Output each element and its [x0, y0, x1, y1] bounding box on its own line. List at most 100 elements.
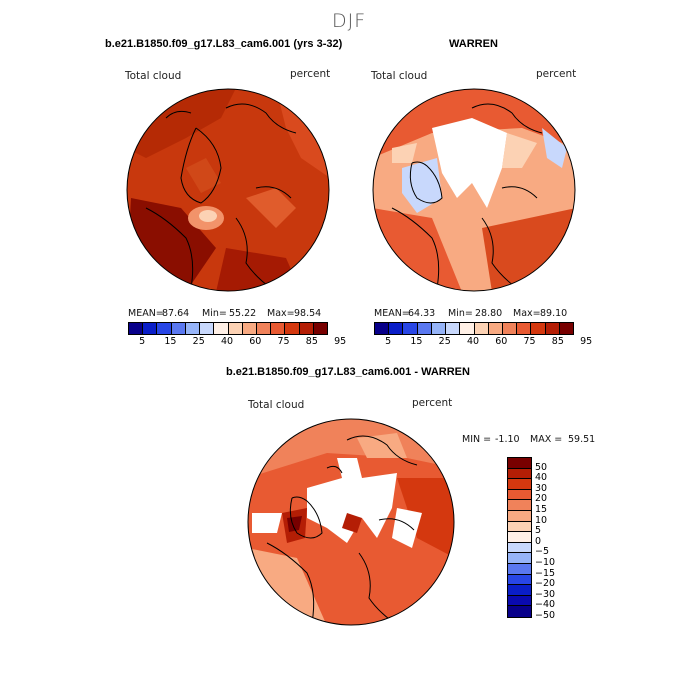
panel3-max-label: MAX =: [530, 434, 563, 445]
colorbar-cell: [508, 606, 531, 617]
colorbar-cell: [508, 458, 531, 469]
colorbar-tick-label: 25: [438, 336, 451, 347]
colorbar-cell: [403, 323, 418, 334]
panel3-min-label: MIN =: [462, 434, 492, 445]
colorbar-cell: [431, 323, 447, 334]
colorbar-cell: [488, 323, 503, 334]
colorbar-tick-label: 15: [164, 336, 177, 347]
panel3-units-label: percent: [412, 397, 453, 409]
panel1-units-label: percent: [290, 68, 331, 80]
colorbar-tick-label: 5: [535, 525, 542, 537]
colorbar-tick-label: 95: [580, 336, 593, 347]
colorbar-cell: [508, 489, 531, 501]
colorbar-cell: [559, 323, 574, 334]
panel1-title: b.e21.B1850.f09_g17.L83_cam6.001 (yrs 3-…: [105, 38, 343, 50]
colorbar-tick-label: 40: [466, 336, 480, 347]
colorbar-tick-label: 40: [535, 472, 548, 484]
panel1-max-value: 98.54: [294, 308, 322, 319]
colorbar-cell: [508, 595, 531, 607]
panel1-mean-label: MEAN=: [128, 308, 164, 319]
colorbar-cell: [313, 323, 328, 334]
colorbar-tick-label: −15: [535, 567, 556, 579]
colorbar-tick-label: 25: [192, 336, 205, 347]
panel3-polar-map: [247, 418, 455, 626]
colorbar-tick-label: 15: [410, 336, 423, 347]
colorbar-cell: [171, 323, 186, 334]
colorbar-cell: [508, 500, 531, 511]
colorbar-tick-label: 60: [249, 336, 262, 347]
panel3-colorbar: [507, 457, 532, 618]
panel2-mean-value: 64.33: [408, 308, 436, 319]
colorbar-cell: [508, 585, 531, 596]
colorbar-cell: [446, 323, 461, 334]
colorbar-cell: [271, 323, 286, 334]
panel2-min-label: Min=: [448, 308, 473, 319]
colorbar-tick-label: 85: [305, 336, 318, 347]
colorbar-tick-label: −30: [535, 588, 556, 600]
colorbar-tick-label: 85: [551, 336, 564, 347]
panel1-colorbar: [128, 322, 328, 335]
colorbar-cell: [185, 323, 201, 334]
colorbar-tick-label: 75: [523, 336, 536, 347]
colorbar-cell: [508, 521, 531, 533]
colorbar-cell: [508, 574, 531, 586]
colorbar-cell: [508, 510, 531, 522]
colorbar-tick-label: 5: [385, 336, 392, 347]
panel2-title: WARREN: [449, 38, 498, 50]
colorbar-cell: [299, 323, 314, 334]
colorbar-tick-label: −10: [535, 557, 556, 568]
panel1-min-value: 55.22: [229, 308, 257, 319]
panel3-max-value: 59.51: [568, 434, 596, 445]
colorbar-cell: [460, 323, 475, 334]
panel2-variable-label: Total cloud: [371, 70, 428, 82]
colorbar-tick-label: 50: [535, 461, 548, 473]
panel1-polar-map: [126, 88, 330, 292]
colorbar-tick-label: 75: [277, 336, 290, 347]
colorbar-tick-label: −20: [535, 578, 556, 590]
colorbar-tick-label: 40: [220, 336, 234, 347]
colorbar-cell: [517, 323, 532, 334]
colorbar-cell: [256, 323, 272, 334]
colorbar-tick-label: −50: [535, 610, 556, 621]
panel3-variable-label: Total cloud: [248, 399, 305, 411]
colorbar-cell: [508, 553, 531, 564]
colorbar-cell: [157, 323, 172, 334]
colorbar-cell: [228, 323, 243, 334]
colorbar-cell: [474, 323, 489, 334]
panel2-colorbar: [374, 322, 574, 335]
panel2-min-value: 28.80: [475, 308, 503, 319]
colorbar-cell: [129, 323, 144, 334]
colorbar-cell: [508, 468, 531, 480]
colorbar-cell: [508, 532, 531, 543]
colorbar-tick-label: 5: [139, 336, 146, 347]
panel1-coastlines: [145, 103, 297, 291]
colorbar-tick-label: 60: [495, 336, 508, 347]
colorbar-tick-label: −5: [535, 546, 550, 558]
colorbar-tick-label: 15: [535, 504, 548, 515]
colorbar-tick-label: −40: [535, 599, 556, 611]
colorbar-tick-label: 0: [535, 535, 542, 547]
colorbar-cell: [531, 323, 546, 334]
panel3-title: b.e21.B1850.f09_g17.L83_cam6.001 - WARRE…: [226, 366, 470, 378]
panel2-polar-map: [372, 88, 576, 292]
colorbar-tick-label: 20: [535, 493, 548, 505]
panel2-max-label: Max=: [513, 308, 541, 319]
colorbar-cell: [417, 323, 432, 334]
panel2-mean-label: MEAN=: [374, 308, 410, 319]
colorbar-cell: [242, 323, 257, 334]
colorbar-cell: [508, 563, 531, 575]
colorbar-tick-label: 10: [535, 514, 548, 526]
panel2-max-value: 89.10: [540, 308, 568, 319]
colorbar-cell: [389, 323, 404, 334]
season-title: DJF: [332, 10, 367, 32]
colorbar-cell: [285, 323, 300, 334]
panel1-variable-label: Total cloud: [125, 70, 182, 82]
colorbar-cell: [545, 323, 560, 334]
panel3-min-value: -1.10: [495, 434, 520, 445]
colorbar-cell: [214, 323, 229, 334]
colorbar-cell: [508, 542, 531, 554]
panel1-min-label: Min=: [202, 308, 227, 319]
colorbar-cell: [375, 323, 390, 334]
panel1-max-label: Max=: [267, 308, 295, 319]
